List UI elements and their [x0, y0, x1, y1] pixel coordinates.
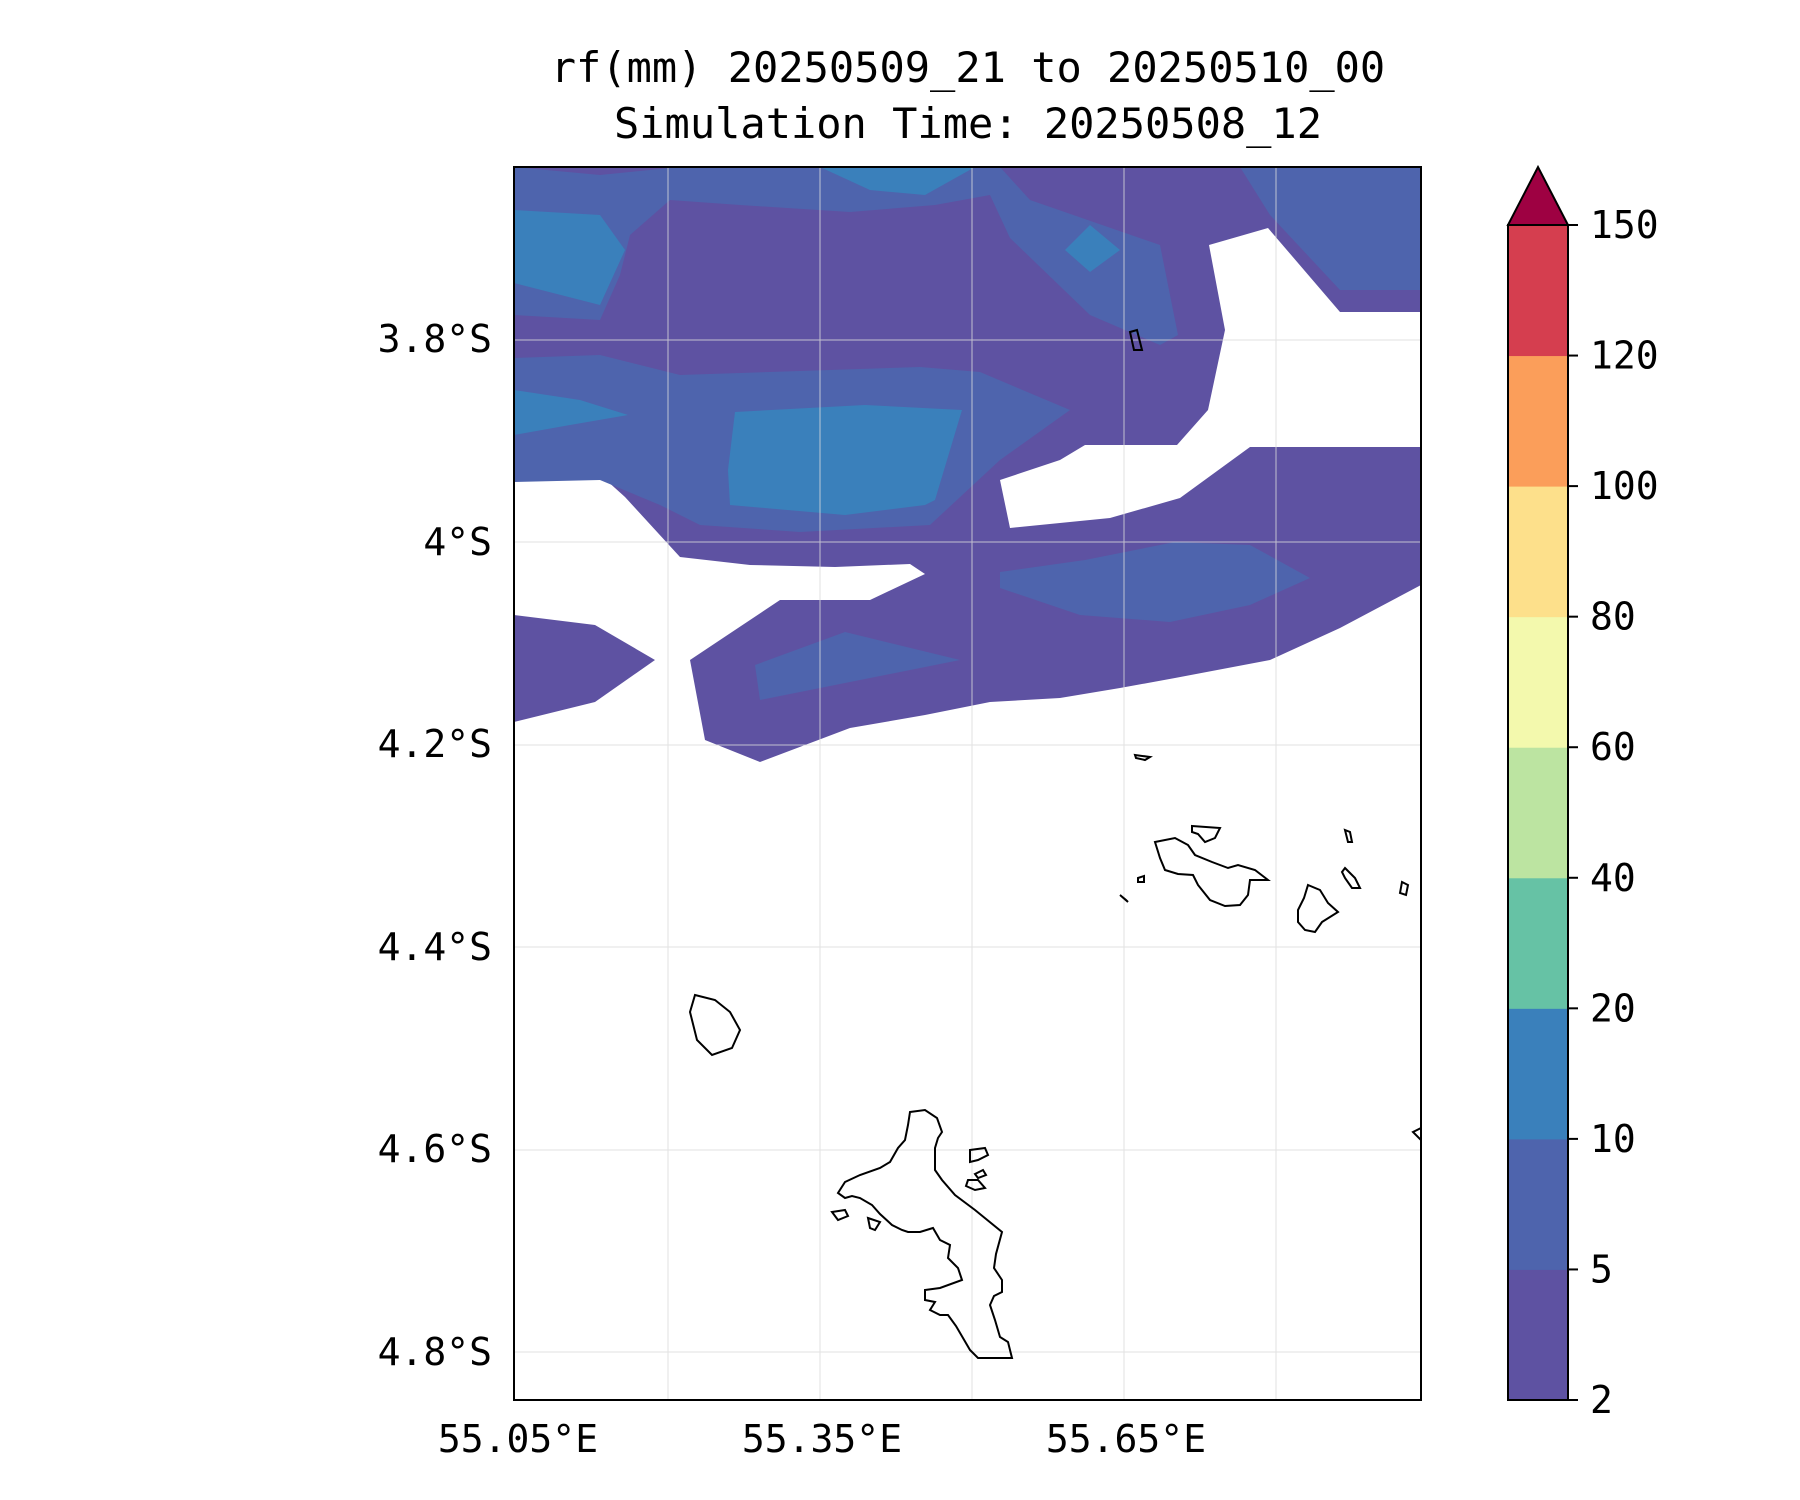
coastline-mahe-islet-3	[973, 1168, 988, 1180]
coastline-praslin-islet-2	[1137, 874, 1145, 883]
colorbar-band	[1508, 1008, 1568, 1140]
coastline-silhouette	[688, 993, 742, 1057]
rain-core-west	[514, 390, 628, 435]
colorbar: 2 5 10 20 40 60 80 100 120 150	[1506, 164, 1659, 1422]
colorbar-level-label: 80	[1590, 595, 1636, 639]
colorbar-frame	[1507, 224, 1569, 1401]
longitude-axis: 55.05°E 55.35°E 55.65°E	[438, 1417, 1206, 1461]
colorbar-level-label: 2	[1590, 1378, 1613, 1422]
colorbar-band	[1508, 877, 1568, 1009]
colorbar-band	[1508, 1138, 1568, 1270]
coastline-north-islet	[1128, 328, 1144, 351]
rain-core-north-small	[1065, 225, 1120, 272]
coastline-mahe	[836, 1108, 1014, 1359]
lat-tick-label: 4.6°S	[378, 1127, 492, 1171]
colorbar-bands	[1508, 225, 1568, 1401]
rain-band-5-10-south	[755, 632, 960, 700]
coastline-la-digue-islet-1	[1340, 866, 1362, 889]
coastline-mahe-islet-2	[964, 1179, 987, 1192]
coastlines	[688, 328, 1421, 1359]
colorbar-level-label: 10	[1590, 1117, 1636, 1161]
rainfall-contours	[514, 167, 1421, 762]
colorbar-extend-arrow	[1506, 164, 1570, 226]
coastline-therese-islet-2	[830, 1208, 850, 1222]
lon-tick-label: 55.65°E	[1046, 1417, 1206, 1461]
lat-tick-label: 4.4°S	[378, 925, 492, 969]
lat-tick-label: 4.8°S	[378, 1330, 492, 1374]
coastline-east-edge	[1411, 1127, 1421, 1141]
colorbar-level-label: 150	[1590, 203, 1659, 247]
lon-tick-label: 55.35°E	[742, 1417, 902, 1461]
map-panel	[513, 166, 1422, 1401]
lon-tick-label: 55.05°E	[438, 1417, 598, 1461]
contour-band-10-20	[514, 167, 1120, 515]
colorbar-level-label: 40	[1590, 856, 1636, 900]
coastline-therese-islet	[866, 1216, 882, 1232]
coastline-praslin-islet-3	[1119, 894, 1129, 903]
colorbar-band	[1508, 486, 1568, 618]
colorbar-band	[1508, 1269, 1568, 1401]
lat-tick-label: 4.2°S	[378, 722, 492, 766]
rain-band-5-10-east	[1000, 542, 1310, 622]
map-title-line2: Simulation Time: 20250508_12	[614, 99, 1322, 148]
coastline-la-digue	[1297, 883, 1340, 934]
colorbar-band	[1508, 616, 1568, 748]
rain-core-center	[728, 405, 962, 515]
coastline-la-digue-islet-2	[1343, 828, 1354, 843]
coastline-praslin	[1153, 836, 1271, 908]
colorbar-band	[1508, 355, 1568, 487]
lat-tick-label: 4°S	[423, 520, 492, 564]
colorbar-level-label: 20	[1590, 986, 1636, 1030]
map-title-line1: rf(mm) 20250509_21 to 20250510_00	[551, 43, 1385, 92]
rain-core-top	[820, 167, 975, 195]
coastline-felicite-islet	[1398, 880, 1410, 897]
colorbar-level-label: 60	[1590, 725, 1636, 769]
colorbar-band	[1508, 747, 1568, 879]
map-gridlines	[514, 167, 1421, 1400]
colorbar-band	[1508, 225, 1568, 357]
coastline-praslin-islet	[1191, 824, 1222, 844]
latitude-axis: 3.8°S 4°S 4.2°S 4.4°S 4.6°S 4.8°S	[378, 317, 492, 1374]
colorbar-level-label: 5	[1590, 1247, 1613, 1291]
rain-patch-west	[514, 615, 655, 722]
colorbar-level-label: 120	[1590, 334, 1659, 378]
lat-tick-label: 3.8°S	[378, 317, 492, 361]
colorbar-level-label: 100	[1590, 464, 1659, 508]
rain-band-5-10-north	[514, 167, 1178, 345]
rain-core-northwest	[514, 210, 625, 305]
coastline-aride-islet	[1133, 753, 1153, 762]
map-frame	[513, 166, 1422, 1401]
colorbar-labels: 2 5 10 20 40 60 80 100 120 150	[1568, 203, 1659, 1422]
coastline-mahe-islet-1	[969, 1146, 990, 1164]
rain-band-5-10-northeast	[1240, 167, 1421, 290]
